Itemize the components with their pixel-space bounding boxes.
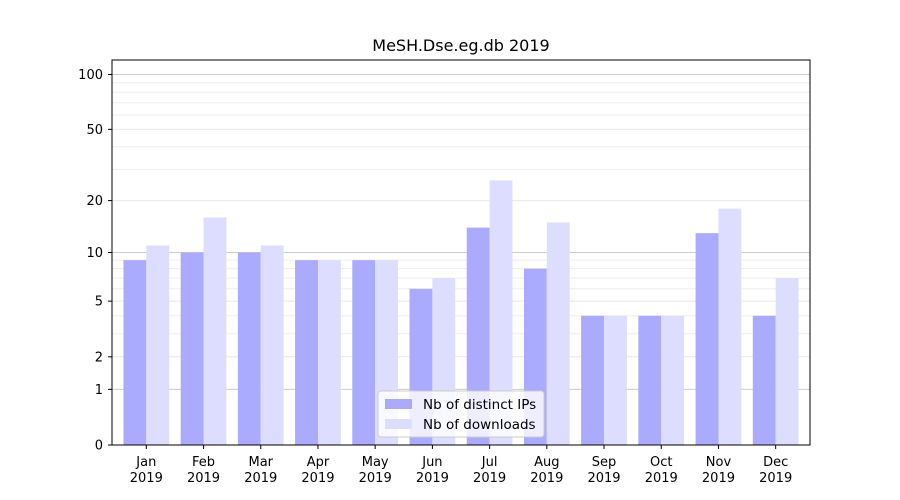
x-axis: Jan 2019 Feb 2019 Mar 2019 Apr 2019 May 2019 Jun 20… bbox=[130, 445, 792, 486]
chart-title: MeSH.Dse.eg.db 2019 bbox=[372, 36, 549, 55]
x-tick-label: Jun 2019 bbox=[416, 455, 449, 486]
y-tick-label: 20 bbox=[86, 194, 103, 209]
bar-distinct-ips bbox=[237, 252, 261, 445]
x-tick-label: Mar 2019 bbox=[244, 455, 277, 486]
y-tick-label: 100 bbox=[78, 68, 103, 83]
x-tick-label: May 2019 bbox=[359, 455, 392, 486]
legend-swatch bbox=[385, 399, 412, 409]
bar-distinct-ips bbox=[180, 252, 204, 445]
bar-downloads bbox=[661, 315, 685, 445]
bar-downloads bbox=[718, 208, 742, 445]
x-tick-label: Jul 2019 bbox=[473, 455, 506, 486]
legend-label: Nb of distinct IPs bbox=[423, 397, 536, 413]
y-tick-label: 5 bbox=[95, 295, 103, 310]
y-tick-label: 50 bbox=[86, 123, 103, 138]
y-axis: 0 1 2 5 10 20 50 100 bbox=[78, 68, 112, 454]
bar-distinct-ips bbox=[695, 233, 719, 445]
x-tick-label: Apr 2019 bbox=[301, 455, 334, 486]
bar-downloads bbox=[604, 315, 627, 445]
bar-downloads bbox=[203, 217, 227, 445]
bar-downloads bbox=[546, 222, 570, 445]
x-tick-label: Dec 2019 bbox=[759, 455, 792, 486]
y-tick-label: 0 bbox=[95, 439, 103, 454]
y-tick-label: 10 bbox=[86, 246, 103, 261]
bar-distinct-ips bbox=[752, 315, 776, 445]
bar-distinct-ips bbox=[295, 260, 318, 445]
bar-downloads bbox=[317, 260, 341, 445]
legend-swatch bbox=[385, 419, 412, 429]
bar-downloads bbox=[775, 278, 799, 445]
x-tick-label: Sep 2019 bbox=[587, 455, 620, 486]
y-tick-label: 1 bbox=[95, 383, 103, 398]
bar-downloads bbox=[260, 245, 284, 445]
bar-distinct-ips bbox=[638, 315, 662, 445]
bar-distinct-ips bbox=[581, 315, 605, 445]
legend-box bbox=[377, 390, 545, 438]
x-tick-label: Jan 2019 bbox=[130, 455, 163, 486]
x-tick-label: Oct 2019 bbox=[645, 455, 678, 486]
bar-distinct-ips bbox=[352, 260, 376, 445]
grid-lines bbox=[112, 74, 810, 390]
x-tick-label: Aug 2019 bbox=[530, 455, 563, 486]
x-tick-label: Nov 2019 bbox=[702, 455, 735, 486]
bar-downloads bbox=[146, 245, 170, 445]
y-tick-label: 2 bbox=[95, 350, 103, 365]
bar-distinct-ips bbox=[123, 260, 147, 445]
bar-downloads bbox=[489, 180, 513, 446]
x-tick-label: Feb 2019 bbox=[187, 455, 220, 486]
legend-label: Nb of downloads bbox=[423, 417, 536, 433]
legend: Nb of distinct IPs Nb of downloads bbox=[377, 390, 545, 438]
